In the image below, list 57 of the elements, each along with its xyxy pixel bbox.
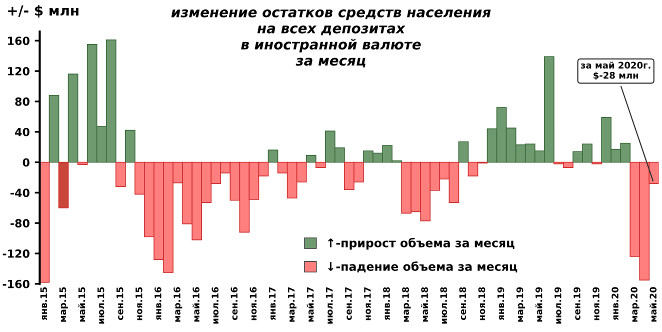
y-axis-title: +/- $ млн (8, 4, 78, 18)
legend-label: ↓-падение объема за месяц (328, 261, 518, 272)
x-tick-label: май.15 (78, 287, 86, 322)
bar (58, 162, 69, 208)
chart-title: изменение остатков средств населения на всех депозитах в иностранной валюте за месяц (171, 9, 491, 68)
x-tick-label: мар.16 (174, 287, 182, 322)
y-tick-label: -40 (10, 188, 30, 198)
x-tick-label: июл.19 (554, 287, 562, 324)
x-tick-label: янв.16 (154, 287, 162, 320)
y-tick-label: -120 (2, 249, 30, 258)
x-tick-label: июл.16 (212, 287, 219, 324)
bar (77, 162, 88, 165)
x-tick-label: янв.18 (383, 287, 390, 320)
x-tick-label: сен.17 (345, 287, 352, 320)
x-tick-label: июл.18 (440, 287, 448, 324)
x-tick-label: ноя.16 (250, 287, 257, 320)
y-tick-label: 0 (22, 158, 30, 167)
bar (48, 94, 60, 163)
legend-label: ↑-прирост объема за месяц (328, 238, 514, 250)
x-tick-label: ноя.19 (592, 287, 600, 320)
bar (268, 150, 278, 163)
x-tick-label: ноя.17 (364, 287, 371, 320)
x-tick-label: июл.17 (326, 287, 333, 324)
bar (315, 162, 326, 168)
x-tick-label: янв.19 (497, 287, 504, 320)
x-tick-label: ноя.15 (136, 287, 142, 320)
y-tick-label: 120 (8, 67, 30, 76)
x-tick-label: мар.15 (59, 287, 68, 322)
y-tick-label: -160 (2, 280, 30, 288)
bar (306, 155, 316, 163)
x-tick-label: янв.15 (40, 287, 48, 320)
bar (125, 130, 136, 163)
x-tick-label: мар.18 (402, 287, 411, 322)
bar (458, 141, 469, 163)
x-tick-label: сен.18 (459, 287, 466, 320)
x-tick-label: май.18 (420, 287, 428, 322)
y-tick-label: 40 (15, 128, 30, 136)
x-tick-label: май.19 (535, 287, 542, 322)
x-tick-label: ноя.18 (478, 287, 486, 320)
x-tick-label: май.17 (306, 287, 314, 322)
bar (68, 74, 78, 163)
annotation: за май 2020г. $-28 млн (580, 62, 650, 80)
x-tick-label: мар.19 (516, 287, 525, 322)
x-tick-label: сен.16 (230, 287, 238, 320)
x-tick-label: янв.17 (268, 287, 276, 320)
x-tick-label: сен.19 (574, 287, 580, 320)
y-tick-label: 160 (8, 36, 30, 46)
y-tick-label: 80 (15, 97, 30, 106)
x-tick-label: май.16 (192, 287, 200, 322)
x-tick-label: июл.15 (98, 287, 104, 324)
x-tick-label: янв.20 (612, 287, 618, 320)
x-tick-label: сен.15 (116, 287, 124, 320)
bar (115, 162, 126, 187)
x-tick-label: май.20 (650, 287, 657, 322)
x-tick-label: мар.17 (288, 287, 296, 322)
y-tick-label: -80 (10, 219, 30, 228)
x-tick-label: мар.20 (630, 287, 640, 322)
